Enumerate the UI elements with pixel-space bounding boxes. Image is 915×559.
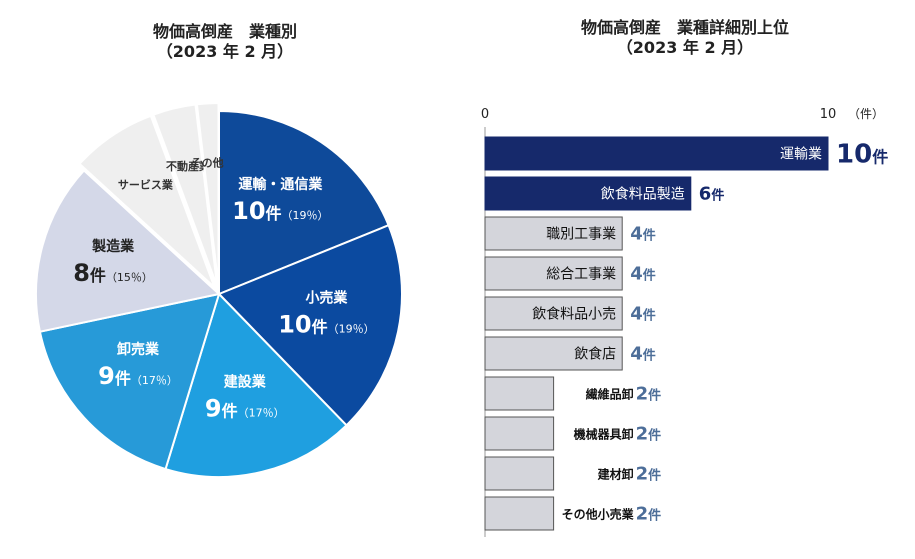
bar [484, 496, 555, 531]
bar-category-label: 運輸業 [780, 147, 822, 163]
bar [484, 376, 555, 411]
bar-category-label: 機械器具卸 [574, 427, 634, 442]
pie-label-other: その他 [191, 155, 224, 169]
bar-category-label: 飲食料品製造 [601, 186, 685, 203]
bar-value-label: 2件 [636, 424, 662, 445]
pie-slice-transport [218, 109, 390, 296]
x-tick-label: 0 [481, 107, 489, 122]
bar [484, 336, 623, 371]
bar-value-label: 4件 [630, 344, 656, 365]
pie-label-realestate: 不動産業 [166, 159, 211, 173]
pie-value-retail: 10件（19％） [278, 311, 374, 339]
bar [484, 456, 555, 491]
bar-title-line1: 物価高倒産 業種詳細別上位 [580, 18, 789, 37]
bar-value-label: 4件 [630, 304, 656, 325]
bar-category-label: 繊維品卸 [586, 387, 634, 402]
pie-slice-realestate [152, 103, 219, 287]
pie-label-transport: 運輸・通信業 [238, 176, 323, 193]
pie-value-wholesale: 9件（17％） [98, 362, 178, 390]
bar-category-label: 飲食料品小売 [532, 306, 616, 323]
pie-label-retail: 小売業 [305, 290, 348, 307]
bar [484, 176, 692, 211]
bar-value-label: 4件 [630, 224, 656, 245]
bar [484, 216, 623, 251]
bar [484, 136, 829, 171]
bar-value-label: 4件 [630, 264, 656, 285]
pie-slice-service [78, 114, 216, 289]
bar-value-label: 10件 [836, 140, 888, 170]
bar-value-label: 2件 [636, 504, 662, 525]
pie-chart-title: 物価高倒産 業種別 （2023 年 2 月） [90, 22, 360, 62]
bar-chart-title: 物価高倒産 業種詳細別上位 （2023 年 2 月） [520, 18, 850, 58]
pie-slice-wholesale [38, 292, 221, 471]
x-tick-label: 10 [820, 107, 837, 122]
bar-value-label: 2件 [636, 464, 662, 485]
bar-category-label: その他小売業 [562, 507, 635, 522]
pie-label-manufacturing: 製造業 [91, 238, 135, 255]
bar-category-label: 職別工事業 [546, 227, 616, 243]
pie-chart: 運輸・通信業 10件（19％） 小売業 10件（19％） 建設業 9件（17％） 卸売業 9件… [35, 102, 403, 478]
pie-slice-other [195, 102, 220, 287]
bar-category-label: 総合工事業 [546, 267, 616, 283]
bar [484, 416, 555, 451]
pie-value-construction: 9件（17％） [205, 395, 285, 423]
pie-title-line1: 物価高倒産 業種別 [152, 22, 297, 41]
x-axis-unit: （件） [848, 107, 884, 121]
pie-slice-manufacturing [35, 169, 222, 333]
bar-category-label: 建材卸 [597, 467, 634, 482]
bar-value-label: 2件 [636, 384, 662, 405]
pie-slice-retail [217, 223, 403, 427]
bar-value-label: 6件 [699, 184, 725, 205]
pie-label-construction: 建設業 [224, 374, 267, 391]
pie-value-transport: 10件（19％） [232, 197, 328, 225]
bar [484, 296, 623, 331]
pie-slice-construction [164, 292, 348, 478]
pie-value-manufacturing: 8件（15％） [73, 259, 153, 287]
pie-title-line2: （2023 年 2 月） [156, 42, 294, 61]
pie-label-wholesale: 卸売業 [117, 341, 160, 358]
bar-title-line2: （2023 年 2 月） [616, 38, 754, 57]
bar-category-label: 飲食店 [574, 346, 616, 363]
bar [484, 256, 623, 291]
pie-label-service: サービス業 [118, 178, 174, 192]
